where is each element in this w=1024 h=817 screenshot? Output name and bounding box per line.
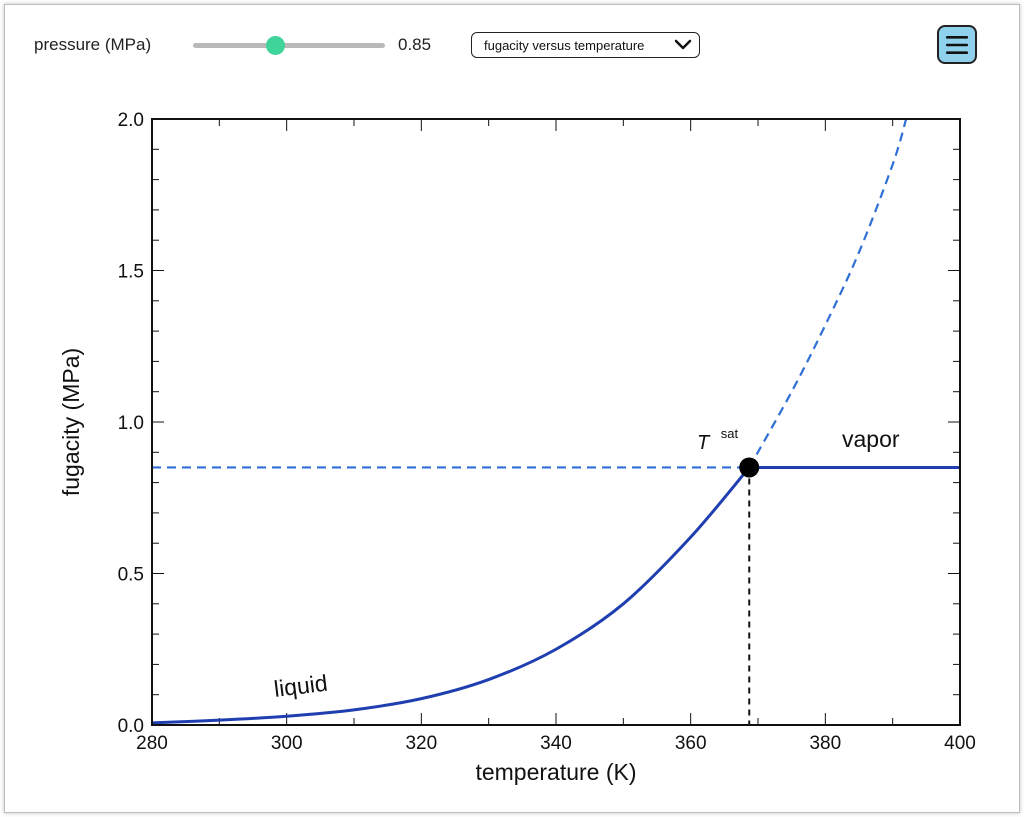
pressure-slider-label: pressure (MPa) <box>34 35 152 54</box>
y-tick-label: 0.0 <box>118 716 144 737</box>
vapor-label: vapor <box>842 426 900 452</box>
series-liquid <box>152 466 751 725</box>
pressure-slider-thumb[interactable] <box>265 36 285 55</box>
x-tick-label: 360 <box>675 733 707 754</box>
pressure-value: 0.85 <box>398 35 432 54</box>
controls-bar: pressure (MPa) 0.85 fugacity versus temp… <box>0 0 1024 90</box>
tsat-label: T sat <box>697 426 739 454</box>
app-frame <box>4 4 1020 813</box>
tsat-label-sup: sat <box>721 426 739 441</box>
tsat-point[interactable] <box>739 457 760 478</box>
plot-type-dropdown[interactable]: fugacity versus temperature <box>471 32 700 58</box>
y-tick-label: 0.5 <box>118 565 144 586</box>
x-tick-label: 340 <box>540 733 572 754</box>
pressure-slider-track[interactable] <box>193 43 385 48</box>
x-axis-label: temperature (K) <box>475 759 636 785</box>
chevron-down-icon <box>674 39 692 50</box>
series-liquid-metastable <box>748 119 908 468</box>
liquid-label: liquid <box>272 670 328 702</box>
x-tick-label: 320 <box>405 733 437 754</box>
plot-type-selected: fugacity versus temperature <box>484 38 645 53</box>
plot-frame <box>151 118 961 726</box>
y-axis-label: fugacity (MPa) <box>58 348 84 496</box>
hamburger-menu-icon <box>946 36 968 54</box>
x-tick-label: 380 <box>809 733 841 754</box>
tsat-label-base: T <box>697 432 711 454</box>
y-tick-label: 1.5 <box>118 262 144 283</box>
x-tick-label: 400 <box>944 733 976 754</box>
x-tick-label: 300 <box>271 733 303 754</box>
y-tick-label: 1.0 <box>118 413 144 434</box>
x-tick-label: 280 <box>136 733 168 754</box>
menu-button[interactable] <box>937 25 977 64</box>
y-tick-label: 2.0 <box>118 110 144 131</box>
pressure-slider[interactable] <box>193 35 385 55</box>
